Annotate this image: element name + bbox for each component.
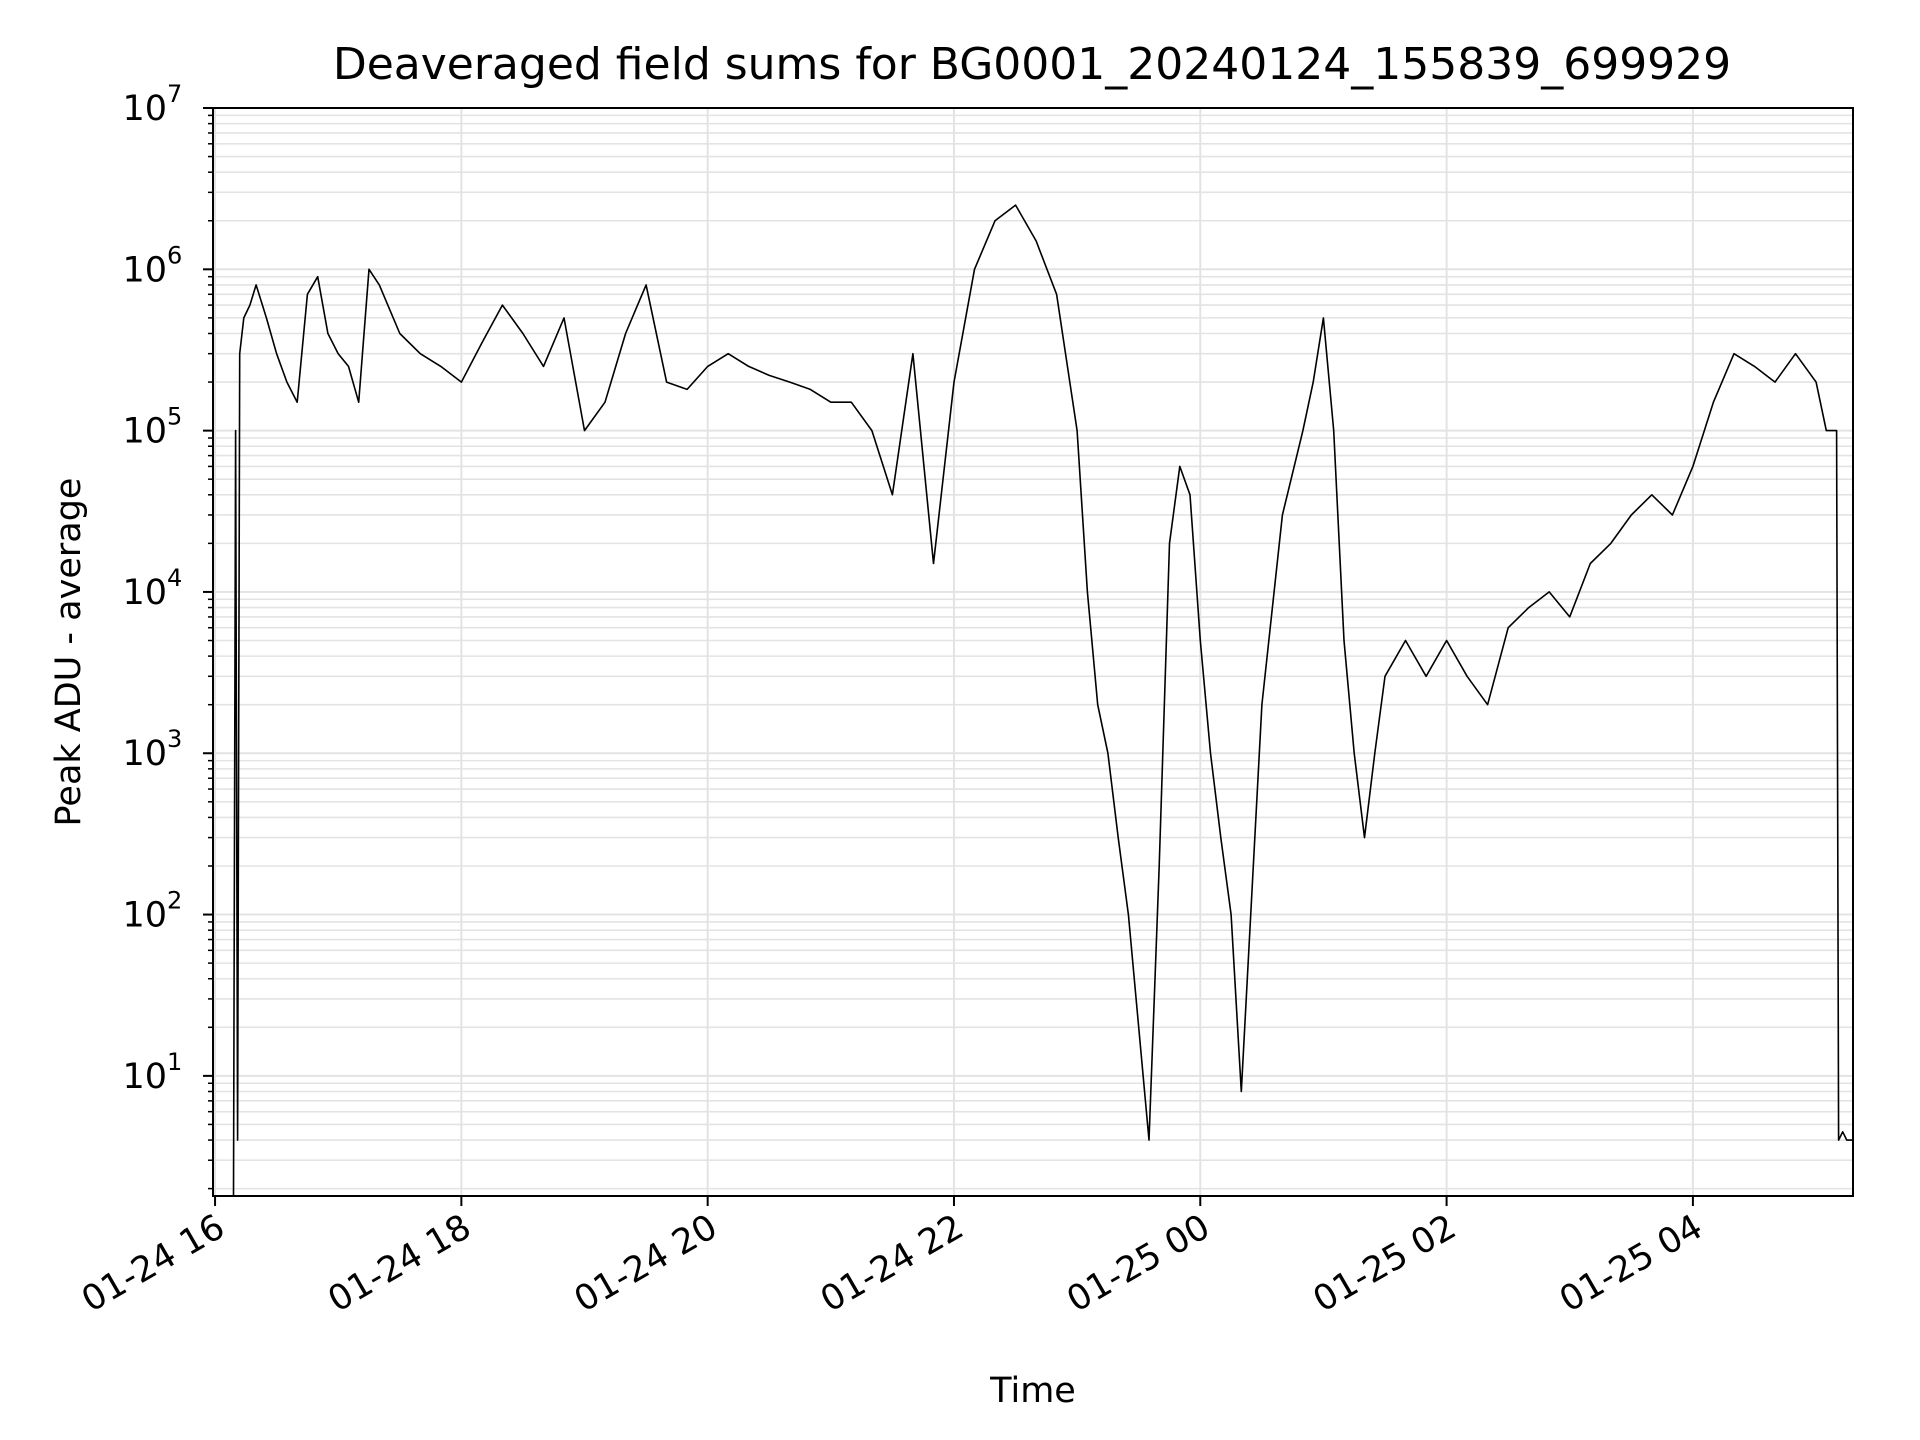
chart-title: Deaveraged field sums for BG0001_2024012… bbox=[333, 39, 1731, 90]
y-tick-base: 10 bbox=[122, 1057, 167, 1097]
y-tick-base: 10 bbox=[122, 573, 167, 613]
y-tick-base: 10 bbox=[122, 89, 167, 129]
y-tick-exponent: 3 bbox=[167, 725, 182, 753]
y-tick-label: 10 bbox=[122, 89, 167, 129]
y-tick-exponent: 7 bbox=[167, 80, 182, 108]
y-tick-label: 10 bbox=[122, 1057, 167, 1097]
y-tick-base: 10 bbox=[122, 250, 167, 290]
y-tick-label: 10 bbox=[122, 734, 167, 774]
y-tick-label: 10 bbox=[122, 250, 167, 290]
x-axis-label: Time bbox=[989, 1371, 1076, 1411]
series-line bbox=[232, 204, 1853, 1197]
plot-area bbox=[212, 107, 1854, 1197]
y-tick-exponent: 6 bbox=[167, 241, 182, 269]
plot-background bbox=[213, 108, 1853, 1196]
y-tick-exponent: 4 bbox=[167, 564, 182, 592]
y-axis-label: Peak ADU - average bbox=[49, 478, 89, 827]
y-tick-base: 10 bbox=[122, 412, 167, 452]
series-layer bbox=[232, 204, 1853, 1197]
y-tick-base: 10 bbox=[122, 896, 167, 936]
y-tick-label: 10 bbox=[122, 573, 167, 613]
y-tick-base: 10 bbox=[122, 734, 167, 774]
y-tick-exponent: 1 bbox=[167, 1048, 182, 1076]
plot-frame bbox=[212, 107, 1854, 1197]
y-tick-label: 10 bbox=[122, 896, 167, 936]
y-tick-label: 10 bbox=[122, 412, 167, 452]
grid-lines bbox=[213, 107, 1853, 1196]
y-tick-exponent: 5 bbox=[167, 403, 182, 431]
y-tick-exponent: 2 bbox=[167, 887, 182, 915]
